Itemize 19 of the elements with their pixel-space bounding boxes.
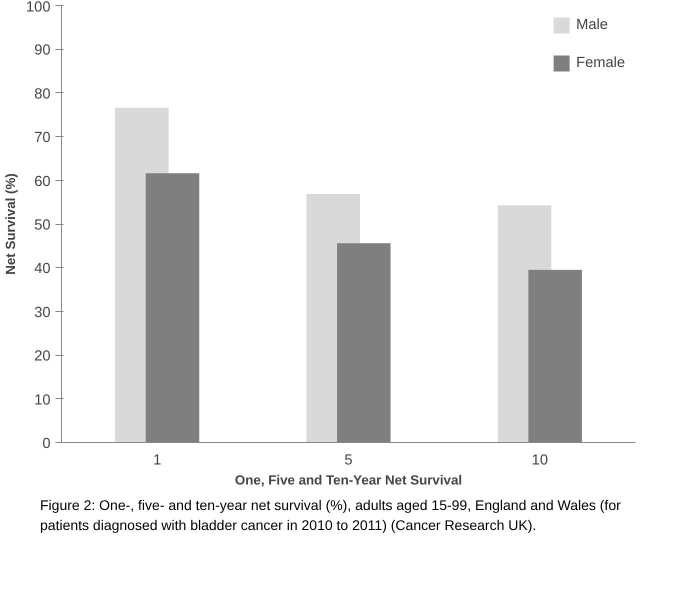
y-tick-label: 50: [34, 218, 51, 234]
y-tick-label: 100: [26, 0, 51, 16]
caption: Figure 2: One-, five- and ten-year net survival (%), adults aged 15-99, England and Wales (for patients diagnosed with bladder cancer in 2010 to 2011) (Cancer Research UK).: [40, 496, 622, 535]
legend-label: Male: [576, 17, 608, 33]
y-tick-label: 80: [34, 86, 51, 102]
x-tick-label: 10: [532, 452, 548, 468]
x-axis-title: One, Five and Ten-Year Net Survival: [234, 472, 462, 488]
x-tick-label: 1: [153, 452, 162, 468]
y-tick-label: 0: [42, 436, 51, 452]
y-tick-label: 10: [34, 392, 51, 408]
y-tick-label: 30: [34, 304, 51, 321]
y-tick-label: 40: [34, 261, 51, 278]
legend-label: Female: [576, 55, 625, 71]
y-tick-label: 60: [34, 174, 51, 190]
y-tick-label: 90: [34, 42, 51, 59]
y-tick-label: 20: [34, 348, 51, 365]
y-tick-label: 70: [34, 130, 51, 146]
y-axis-title: Net Survival (%): [3, 173, 18, 275]
x-tick-label: 5: [344, 452, 353, 468]
